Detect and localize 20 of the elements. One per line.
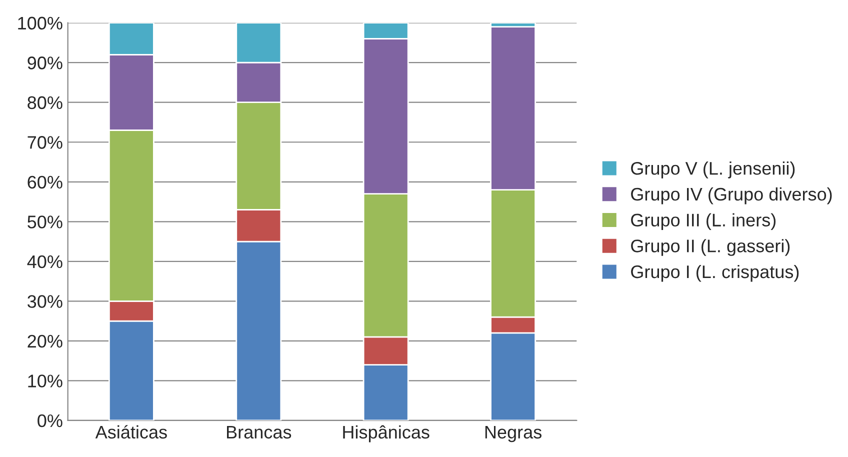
x-tick-label: Hispânicas (343, 425, 430, 442)
y-tick-label: 30% (28, 295, 62, 308)
x-tick-label: Brancas (227, 426, 292, 439)
y-tick-label: 60% (28, 176, 62, 189)
legend-label: Grupo III (L. iners) (631, 213, 776, 230)
y-tick-label: 0% (38, 414, 62, 428)
y-tick-label: 80% (28, 96, 62, 110)
y-tick-label: 20% (28, 334, 62, 348)
y-tick-label: 10% (28, 374, 62, 388)
y-tick-label: 100% (18, 16, 62, 30)
x-tick-label: Asiáticas (95, 425, 167, 439)
y-tick-label: 70% (28, 136, 62, 149)
legend-label: Grupo IV (Grupo diverso) (631, 187, 832, 204)
y-tick-label: 40% (27, 255, 62, 268)
legend-label: Grupo I (L. crispatus) (631, 264, 799, 282)
y-tick-label: 90% (28, 56, 62, 70)
legend-label: Grupo V (L. jensenii) (631, 162, 795, 178)
y-tick-label: 50% (28, 216, 62, 228)
x-tick-label: Negras (485, 426, 542, 442)
legend-label: Grupo II (L. gasseri) (631, 239, 790, 256)
